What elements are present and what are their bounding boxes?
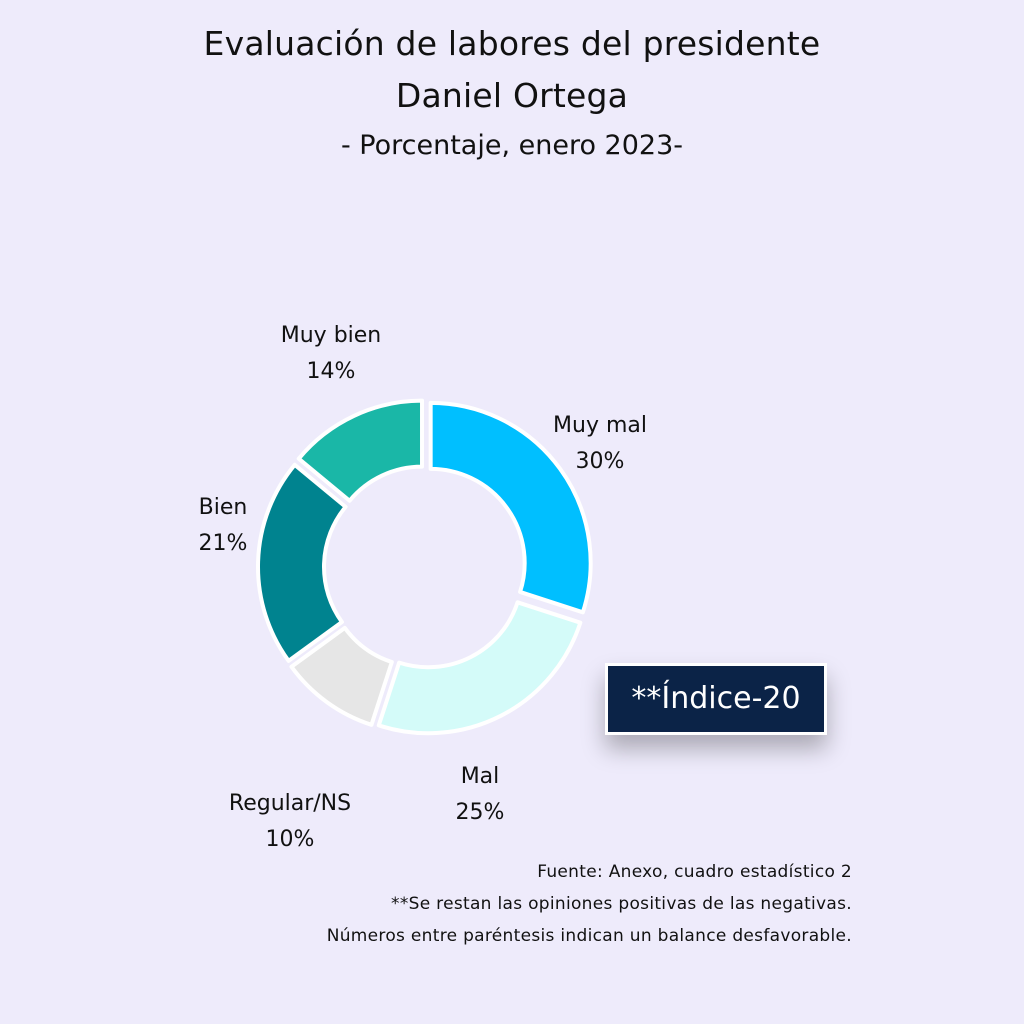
slice-label-value: 14% — [306, 359, 356, 384]
chart-subtitle: - Porcentaje, enero 2023- — [340, 130, 684, 161]
slice-label-mal: Mal 25% — [370, 759, 590, 831]
slice-label-name: Muy mal — [553, 413, 647, 438]
donut-slice-mal — [376, 600, 583, 736]
source-note: Fuente: Anexo, cuadro estadístico 2 — [537, 862, 852, 882]
footnote-1: **Se restan las opiniones positivas de l… — [391, 894, 852, 914]
donut-slice-muy-bien — [296, 398, 425, 503]
slice-label-value: 10% — [265, 827, 315, 852]
slice-label-name: Bien — [198, 495, 248, 520]
slice-label-bien: Bien 21% — [113, 490, 333, 562]
slice-label-muy-mal: Muy mal 30% — [490, 408, 710, 480]
slice-label-value: 21% — [198, 531, 248, 556]
donut-slice-regular-ns — [289, 625, 394, 727]
slice-label-name: Muy bien — [280, 323, 382, 348]
slice-label-value: 25% — [455, 800, 505, 825]
chart-title-line-2: Daniel Ortega — [395, 76, 629, 115]
slice-label-value: 30% — [575, 449, 625, 474]
footnote-2: Números entre paréntesis indican un bala… — [326, 926, 852, 946]
chart-title-line-1: Evaluación de labores del presidente — [203, 24, 821, 63]
slice-label-name: Regular/NS — [228, 791, 352, 816]
donut-slice-bien — [256, 462, 348, 663]
slice-label-muy-bien: Muy bien 14% — [221, 318, 441, 390]
donut-slice-muy-mal — [428, 400, 593, 615]
slice-label-regular-ns: Regular/NS 10% — [180, 786, 400, 858]
index-badge: **Índice-20 — [605, 663, 827, 735]
slice-label-name: Mal — [460, 764, 500, 789]
